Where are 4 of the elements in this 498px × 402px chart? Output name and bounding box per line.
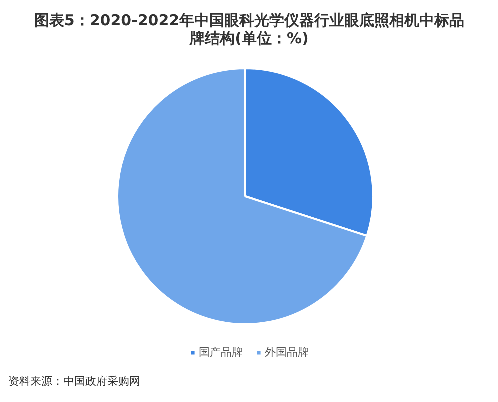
text: 资料来源：中国政府采购网 [8, 375, 140, 388]
legend-label: 外国品牌 [265, 345, 309, 360]
legend-label: 国产品牌 [199, 345, 243, 360]
chart-title: 图表5：2020-2022年中国眼科光学仪器行业眼底照相机中标品牌结构(单位：%) [34, 12, 465, 48]
